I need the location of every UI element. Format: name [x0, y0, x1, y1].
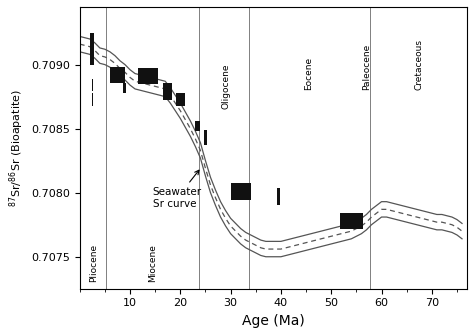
Text: Seawater
Sr curve: Seawater Sr curve [153, 170, 202, 209]
Bar [277, 188, 280, 205]
Bar [110, 67, 125, 83]
Bar [91, 93, 93, 106]
Bar [176, 93, 185, 106]
Text: Miocene: Miocene [148, 245, 157, 282]
X-axis label: Age (Ma): Age (Ma) [242, 314, 305, 328]
Bar [123, 82, 127, 93]
Bar [340, 212, 363, 229]
Bar [163, 83, 172, 100]
Bar [204, 130, 207, 145]
Bar [231, 183, 251, 200]
Text: Oligocene: Oligocene [221, 64, 230, 110]
Text: Cretaceous: Cretaceous [415, 39, 424, 90]
Y-axis label: $^{87}$Sr/$^{86}$Sr (Bioapatite): $^{87}$Sr/$^{86}$Sr (Bioapatite) [7, 89, 26, 207]
Text: Paleocene: Paleocene [362, 44, 371, 90]
Bar [90, 33, 94, 65]
Text: Eocene: Eocene [304, 57, 313, 90]
Bar [137, 68, 158, 84]
Bar [195, 121, 201, 131]
Bar [91, 79, 93, 91]
Text: Pliocene: Pliocene [89, 244, 98, 282]
